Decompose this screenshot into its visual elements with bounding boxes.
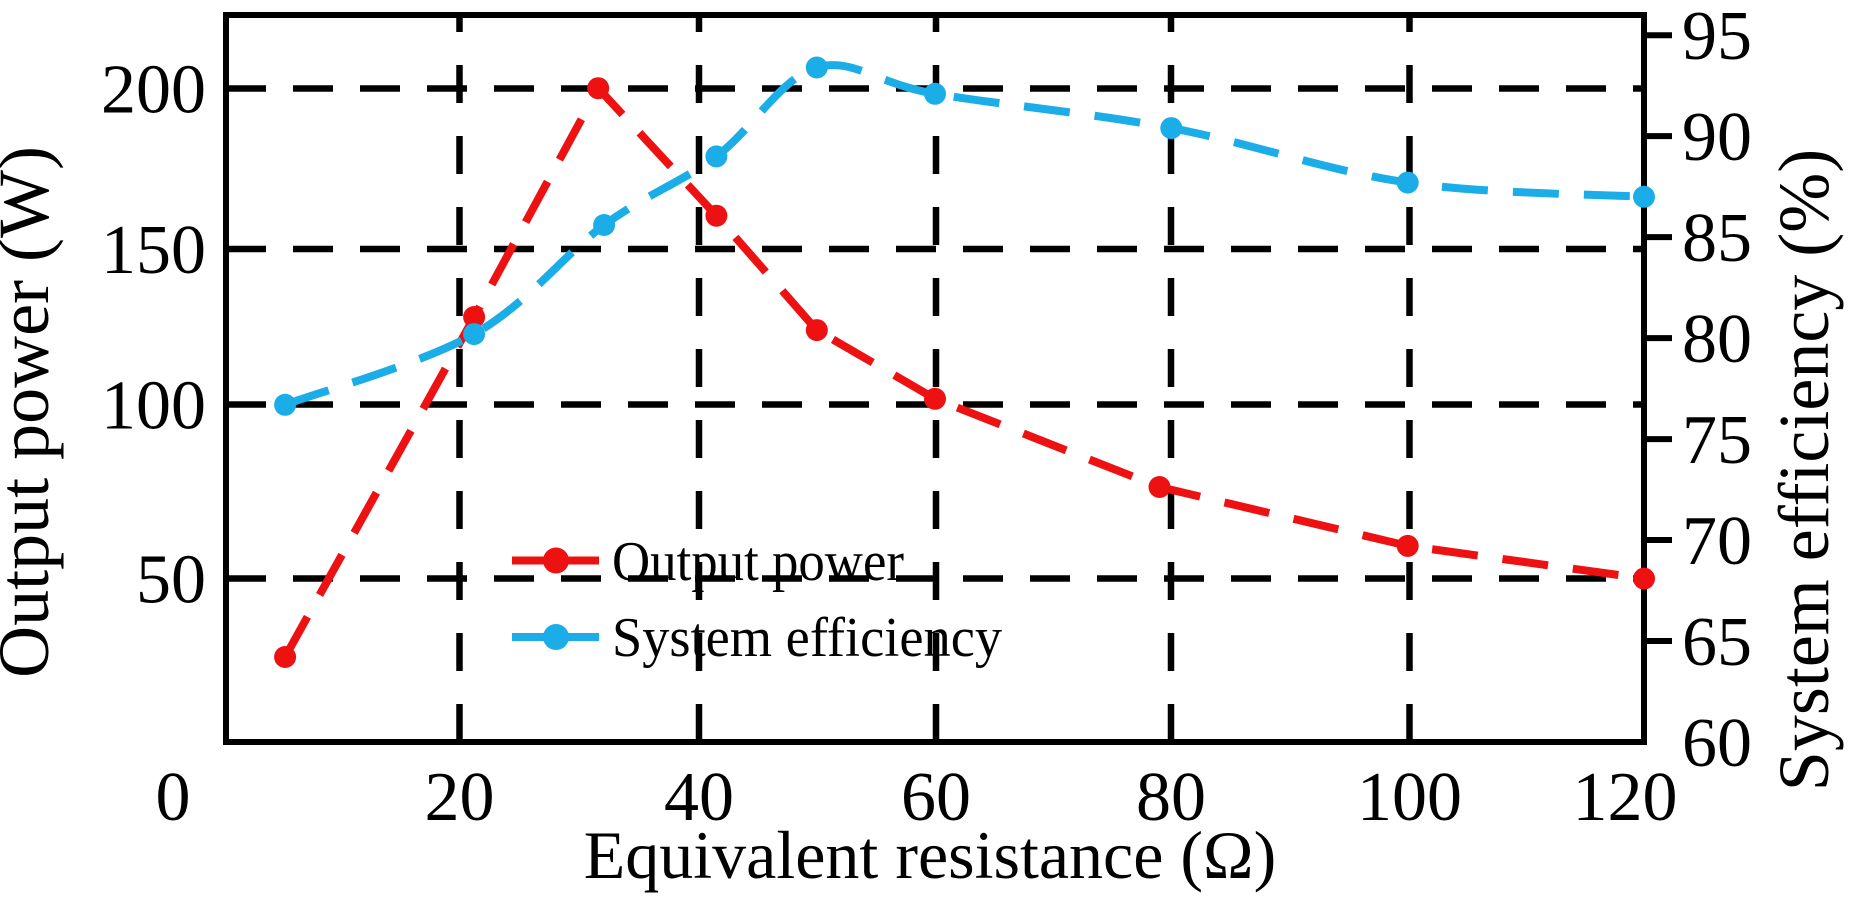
y-left-tick-label-100: 100 [101, 367, 206, 444]
system-efficiency-marker-4 [805, 56, 828, 79]
y-left-axis-title: Output power (W) [0, 146, 64, 678]
system-efficiency-marker-8 [1633, 185, 1655, 208]
x-tick-label-120: 120 [1573, 759, 1678, 836]
y-left-tick-label-150: 150 [101, 212, 206, 289]
legend-samples [512, 547, 599, 650]
axes [223, 12, 1672, 745]
x-axis-title: Equivalent resistance (Ω) [584, 817, 1276, 893]
output-power-marker-4 [805, 319, 828, 342]
y-left-tick-label-200: 200 [101, 51, 206, 128]
plot-border [223, 12, 1647, 745]
x-tick-label-80: 80 [1136, 759, 1206, 836]
legend-marker-system-efficiency [543, 624, 569, 650]
series-system-efficiency [274, 56, 1655, 416]
y-right-tick-label-80: 80 [1682, 301, 1752, 378]
legend-label-output-power: Output power [612, 531, 904, 593]
y-right-tick-label-70: 70 [1682, 503, 1752, 580]
y-right-tick-label-75: 75 [1682, 402, 1752, 479]
legend-marker-output-power [543, 547, 569, 574]
y-left-tick-label-50: 50 [136, 541, 206, 618]
output-power-marker-1 [463, 306, 486, 328]
series [274, 56, 1655, 668]
system-efficiency-marker-3 [705, 145, 728, 168]
system-efficiency-marker-7 [1396, 171, 1419, 194]
output-power-marker-0 [274, 646, 297, 668]
system-efficiency-marker-2 [593, 214, 616, 236]
output-power-marker-2 [587, 77, 610, 100]
output-power-line [281, 81, 1645, 659]
system-efficiency-marker-0 [274, 393, 297, 416]
x-tick-label-100: 100 [1357, 759, 1462, 836]
y-right-tick-label-65: 65 [1682, 604, 1752, 681]
output-power-marker-3 [705, 204, 728, 227]
tick-labels: 0 20 40 60 80 100 120 50 100 150 200 60 65 70 75 80 85 90… [101, 0, 1752, 836]
output-power-marker-8 [1633, 567, 1655, 590]
system-efficiency-line [283, 61, 1645, 409]
legend-label-system-efficiency: System efficiency [612, 607, 1002, 669]
y-right-tick-label-85: 85 [1682, 200, 1752, 277]
y-right-axis-title: System efficiency (%) [1764, 149, 1844, 791]
x-tick-label-0: 0 [156, 759, 191, 836]
legend: Output power System efficiency [512, 531, 1002, 669]
series-output-power [274, 77, 1655, 668]
system-efficiency-marker-1 [463, 323, 486, 346]
x-tick-label-20: 20 [425, 759, 495, 836]
x-tick-label-60: 60 [901, 759, 971, 836]
system-efficiency-marker-5 [924, 82, 946, 105]
output-power-marker-6 [1148, 476, 1171, 498]
y-right-tick-label-95: 95 [1682, 0, 1752, 75]
x-tick-label-40: 40 [664, 759, 734, 836]
output-power-marker-5 [924, 387, 946, 410]
system-efficiency-marker-6 [1160, 117, 1183, 140]
y-right-tick-label-60: 60 [1682, 705, 1752, 782]
y-right-tick-label-90: 90 [1682, 99, 1752, 176]
output-power-marker-7 [1396, 534, 1419, 557]
